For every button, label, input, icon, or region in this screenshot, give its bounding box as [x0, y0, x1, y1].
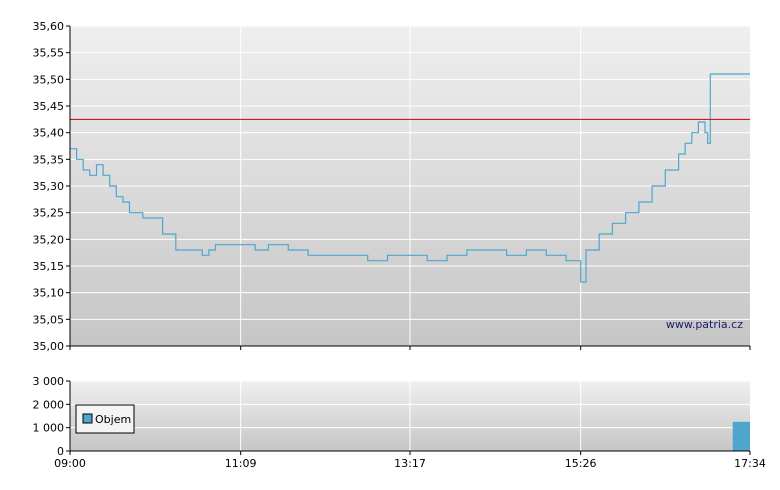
legend-swatch	[82, 413, 93, 424]
volume-y-tick-label: 2 000	[33, 398, 65, 411]
volume-y-tick-label: 0	[57, 445, 64, 458]
x-tick-label: 11:09	[225, 457, 257, 470]
watermark: www.patria.cz	[666, 318, 743, 331]
price-y-tick-label: 35,00	[33, 340, 65, 353]
x-tick-label: 13:17	[394, 457, 426, 470]
volume-plot: 0 1 000 2 000 3 000 09:00 11:09 13:17 15:26 17:…	[33, 375, 766, 470]
price-y-tick-label: 35,25	[33, 207, 65, 220]
volume-y-tick-label: 1 000	[33, 422, 65, 435]
volume-y-tick-label: 3 000	[33, 375, 65, 388]
volume-bar	[732, 421, 750, 451]
volume-bars	[732, 421, 750, 451]
price-grid	[70, 25, 750, 347]
price-series-line	[70, 73, 750, 283]
legend: Objem	[75, 404, 135, 434]
price-y-ticks: 35,00 35,05 35,10 35,15 35,20 35,25 35,30 35,35…	[33, 20, 70, 353]
price-y-tick-label: 35,20	[33, 233, 65, 246]
price-y-tick-label: 35,35	[33, 153, 65, 166]
price-y-tick-label: 35,50	[33, 73, 65, 86]
price-y-tick-label: 35,30	[33, 180, 65, 193]
x-tick-label: 17:34	[734, 457, 766, 470]
volume-y-ticks: 0 1 000 2 000 3 000	[33, 375, 70, 458]
price-y-tick-label: 35,15	[33, 260, 65, 273]
price-y-tick-label: 35,55	[33, 47, 65, 60]
volume-x-ticks: 09:00 11:09 13:17 15:26 17:34	[54, 451, 766, 470]
price-x-ticks	[69, 346, 751, 350]
legend-label: Objem	[95, 413, 131, 426]
x-tick-label: 15:26	[565, 457, 597, 470]
price-y-tick-label: 35,60	[33, 20, 65, 33]
price-y-tick-label: 35,45	[33, 100, 65, 113]
price-y-tick-label: 35,10	[33, 287, 65, 300]
x-tick-label: 09:00	[54, 457, 86, 470]
price-y-tick-label: 35,40	[33, 127, 65, 140]
price-plot: 35,00 35,05 35,10 35,15 35,20 35,25 35,30 35,35…	[33, 20, 751, 353]
price-y-tick-label: 35,05	[33, 313, 65, 326]
